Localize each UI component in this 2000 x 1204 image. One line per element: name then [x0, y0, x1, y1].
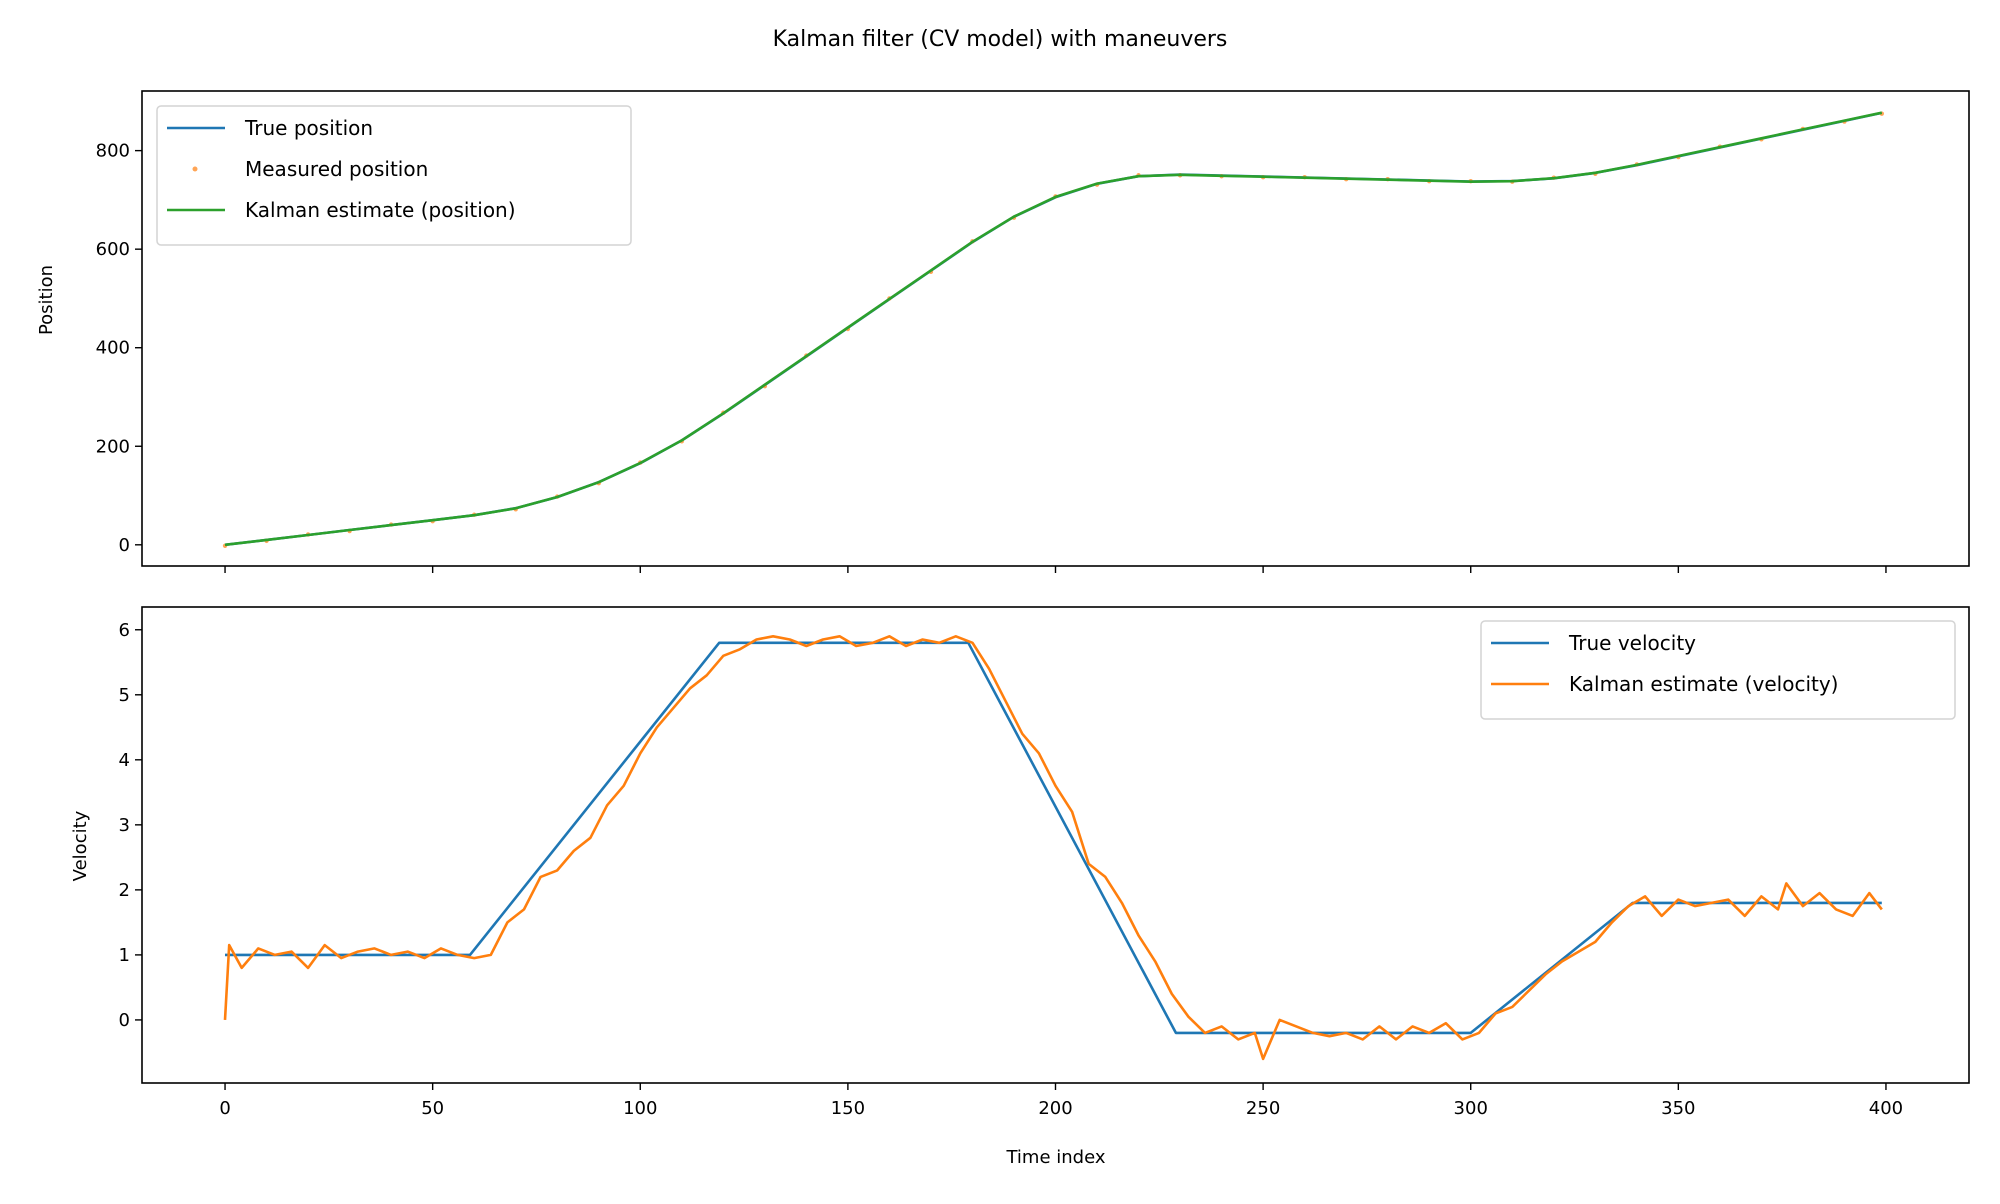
legend-label: Kalman estimate (position) [245, 198, 516, 222]
velocity-ylabel: Velocity [70, 810, 91, 881]
x-tick-label: 100 [623, 1098, 657, 1119]
y-tick-label: 400 [96, 338, 130, 359]
legend-frame [156, 105, 632, 246]
x-tick-label: 250 [1246, 1098, 1280, 1119]
y-tick-label: 5 [119, 685, 130, 706]
y-tick-label: 4 [119, 750, 130, 771]
x-tick-label: 50 [421, 1098, 444, 1119]
x-tick-label: 300 [1454, 1098, 1488, 1119]
legend-frame [1480, 620, 1956, 720]
y-tick-label: 1 [119, 945, 130, 966]
x-tick-label: 200 [1038, 1098, 1072, 1119]
y-tick-label: 2 [119, 880, 130, 901]
series-line-kalman-estimate-velocity- [223, 635, 1883, 1061]
legend-label: True position [244, 116, 373, 140]
y-tick-label: 6 [119, 620, 130, 641]
legend-label: Kalman estimate (velocity) [1569, 672, 1838, 696]
legend-label: True velocity [1568, 631, 1696, 655]
legend-marker-dot [192, 166, 198, 172]
velocity-axes: 0 1 2 3 4 5 6 0 50 100 150 200 250 300 350 400 True velo… [119, 606, 1970, 1119]
series-line-true-velocity [225, 641, 1882, 1035]
x-tick-label: 150 [831, 1098, 865, 1119]
y-tick-label: 3 [119, 815, 130, 836]
y-tick-label: 200 [96, 436, 130, 457]
y-tick-label: 0 [119, 1010, 130, 1031]
y-tick-label: 800 [96, 141, 130, 162]
x-tick-label: 400 [1869, 1098, 1903, 1119]
y-tick-label: 0 [119, 535, 130, 556]
legend: True position Measured position Kalman est… [156, 105, 632, 246]
legend: True velocity Kalman estimate (velocity) [1480, 620, 1956, 720]
figure-title: Kalman filter (CV model) with maneuvers [773, 27, 1228, 52]
legend-label: Measured position [245, 157, 428, 181]
x-tick-label: 350 [1661, 1098, 1695, 1119]
xlabel: Time index [1005, 1147, 1105, 1168]
position-ylabel: Position [36, 265, 57, 335]
position-axes: 0 200 400 600 800 True position Measured posit… [96, 90, 1970, 573]
x-tick-label: 0 [219, 1098, 230, 1119]
series-line-kalman-estimate-position- [224, 111, 1883, 547]
y-tick-label: 600 [96, 239, 130, 260]
